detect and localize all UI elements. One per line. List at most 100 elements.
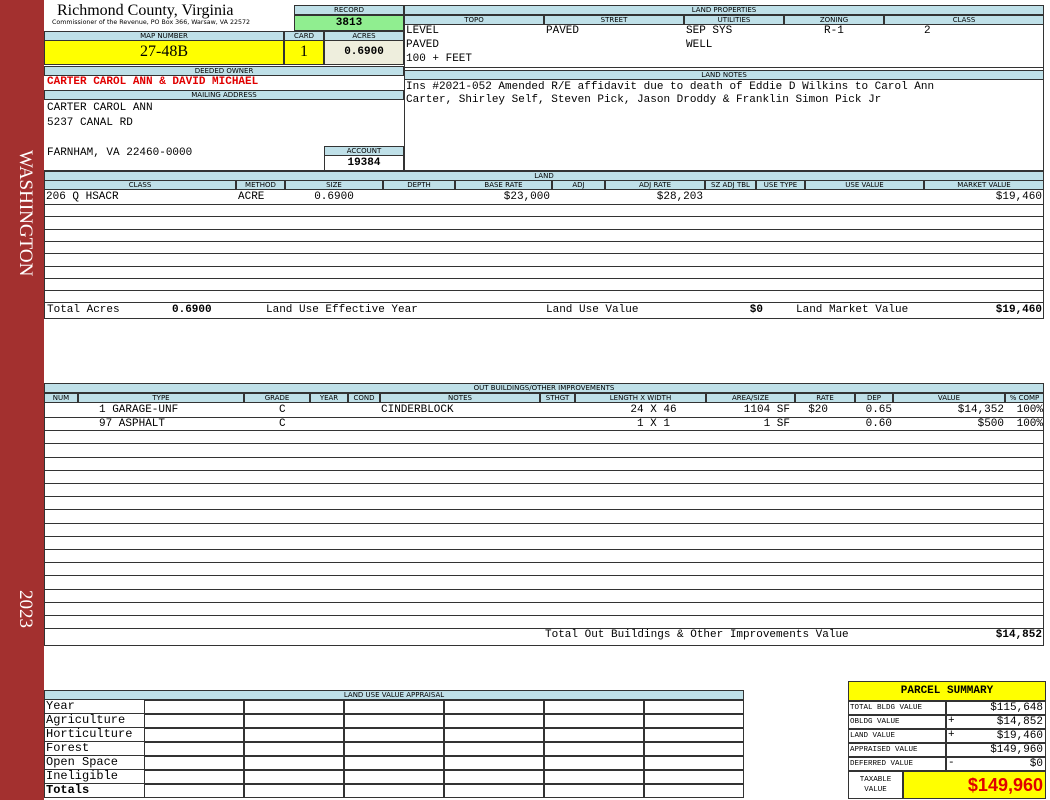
land-cell: 0.6900 (314, 191, 354, 203)
land-use-title: LAND USE VALUE APPRAISAL (44, 690, 744, 700)
land-properties-header: STREET (544, 15, 684, 25)
summary-value: $149,960 (946, 743, 1046, 757)
land-properties-header: UTILITIES (684, 15, 784, 25)
rule (44, 417, 1044, 418)
land-header: SZ ADJ TBL (705, 180, 756, 190)
rule (44, 240, 1044, 242)
land-use-cell (544, 700, 644, 714)
outbuildings-total: $14,852 (995, 629, 1042, 641)
land-use-row-label: Agriculture (44, 714, 144, 728)
taxable-value: $149,960 (903, 771, 1046, 799)
summary-label: LAND VALUE (848, 729, 946, 743)
outbuilding-cell: C (279, 404, 286, 416)
summary-sign: + (948, 729, 955, 741)
land-use-cell (344, 784, 444, 798)
outbuilding-cell: 0.60 (865, 418, 892, 430)
land-properties-title: LAND PROPERTIES (404, 5, 1044, 15)
mailing-line: 5237 CANAL RD (47, 117, 133, 129)
outbuilding-cell: 100% (1016, 418, 1043, 430)
outbuildings-header: LENGTH X WIDTH (575, 393, 706, 403)
effective-year-label: Land Use Effective Year (266, 304, 418, 316)
rule (44, 302, 1044, 304)
land-use-row-label: Horticulture (44, 728, 144, 742)
land-use-row-label: Forest (44, 742, 144, 756)
rule (44, 588, 1044, 590)
land-use-cell (444, 784, 544, 798)
land-use-cell (244, 756, 344, 770)
outbuilding-cell: $500 (977, 418, 1004, 430)
outbuilding-cell: 97 ASPHALT (99, 418, 166, 430)
land-property: PAVED (546, 25, 580, 37)
rule (44, 383, 45, 646)
land-use-cell (444, 728, 544, 742)
land-header: METHOD (236, 180, 285, 190)
land-use-cell (344, 714, 444, 728)
rule (44, 170, 1044, 171)
rule (44, 171, 45, 319)
parcel-summary-title: PARCEL SUMMARY (848, 681, 1046, 701)
land-properties-header: TOPO (404, 15, 544, 25)
outbuilding-cell: 1 SF (763, 418, 790, 430)
land-use-cell (344, 700, 444, 714)
land-use-value: $0 (749, 304, 763, 316)
land-use-cell (544, 714, 644, 728)
land-header: BASE RATE (455, 180, 552, 190)
land-use-row-label: Year (44, 700, 144, 714)
outbuilding-cell: 1 X 1 (636, 418, 670, 430)
rule (44, 469, 1044, 471)
outbuilding-cell: C (279, 418, 286, 430)
land-use-cell (544, 770, 644, 784)
land-header: SIZE (285, 180, 383, 190)
rule (44, 562, 1044, 564)
outbuildings-header: TYPE (78, 393, 244, 403)
rule (44, 575, 1044, 577)
rule (44, 228, 1044, 230)
outbuildings-header: % COMP (1005, 393, 1044, 403)
land-header: USE TYPE (756, 180, 805, 190)
mailing-line: FARNHAM, VA 22460-0000 (47, 147, 193, 159)
outbuilding-cell: 1 GARAGE-UNF (99, 404, 179, 416)
rule (44, 253, 1044, 255)
land-use-cell (644, 728, 744, 742)
land-cell: $28,203 (656, 191, 703, 203)
rule (44, 204, 1044, 205)
land-use-cell (144, 756, 244, 770)
land-use-cell (344, 728, 444, 742)
land-property: WELL (686, 39, 713, 51)
outbuildings-header: VALUE (893, 393, 1005, 403)
land-header: CLASS (44, 180, 236, 190)
rule (44, 601, 1044, 603)
outbuilding-cell: $20 (808, 404, 828, 416)
land-header: MARKET VALUE (924, 180, 1044, 190)
summary-label: APPRAISED VALUE (848, 743, 946, 757)
total-acres: 0.6900 (172, 304, 212, 316)
total-acres-label: Total Acres (47, 304, 120, 316)
rule (44, 443, 1044, 445)
outbuilding-cell: 100% (1016, 404, 1043, 416)
land-property: LEVEL (406, 25, 440, 37)
land-property: SEP SYS (686, 25, 733, 37)
outbuilding-cell: 1104 SF (743, 404, 790, 416)
land-use-cell (644, 784, 744, 798)
land-use-cell (144, 784, 244, 798)
land-property: R-1 (824, 25, 844, 37)
outbuildings-header: AREA/SIZE (706, 393, 795, 403)
land-use-cell (544, 742, 644, 756)
land-use-row-label: Open Space (44, 756, 144, 770)
rule (404, 5, 405, 171)
summary-value: $14,852 (946, 715, 1046, 729)
land-use-cell (644, 756, 744, 770)
land-use-cell (244, 784, 344, 798)
land-use-cell (444, 700, 544, 714)
rule (44, 509, 1044, 511)
rule (404, 67, 1044, 68)
rule (44, 456, 1044, 458)
outbuildings-total-label: Total Out Buildings & Other Improvements… (545, 629, 849, 641)
land-notes: Ins #2021-052 Amended R/E affidavit due … (406, 81, 935, 106)
record-label: RECORD (294, 5, 404, 15)
land-use-cell (244, 700, 344, 714)
land-use-cell (344, 756, 444, 770)
summary-label: TOTAL BLDG VALUE (848, 701, 946, 715)
land-cell: ACRE (238, 191, 265, 203)
mailing-line: CARTER CAROL ANN (47, 102, 153, 114)
